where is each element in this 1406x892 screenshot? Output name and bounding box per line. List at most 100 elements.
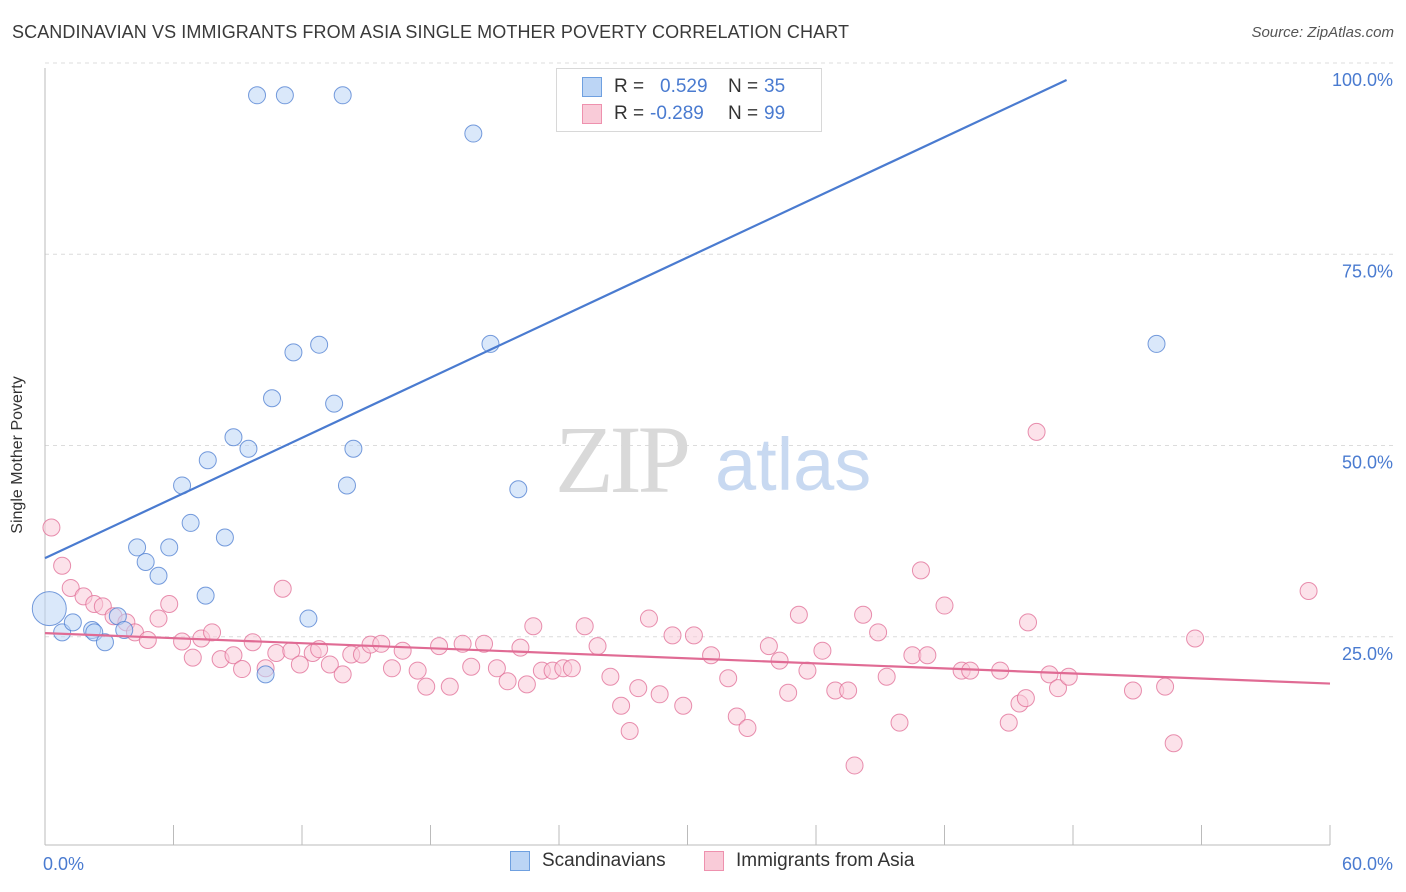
immigrant-point	[233, 660, 252, 679]
immigrant-point	[854, 605, 873, 624]
immigrant-point	[588, 637, 607, 656]
legend-r-label: R =	[614, 76, 645, 97]
scandinavian-point	[198, 451, 217, 470]
immigrant-point	[372, 634, 391, 653]
scandinavian-point	[136, 552, 155, 571]
immigrant-point	[759, 637, 778, 656]
immigrant-point	[1164, 734, 1183, 753]
immigrant-point	[487, 659, 506, 678]
immigrant-point	[639, 609, 658, 628]
scandinavian-point	[215, 528, 234, 547]
scandinavian-point	[337, 476, 356, 495]
legend-n-label: N =	[728, 76, 759, 97]
immigrant-point	[1299, 582, 1318, 601]
scandinavian-point	[63, 613, 82, 632]
immigrant-point	[869, 623, 888, 642]
immigrant-point	[290, 655, 309, 674]
immigrant-point	[517, 675, 536, 694]
correlation-legend: R = 0.529 N = 35 R = -0.289 N = 99	[556, 68, 822, 132]
chart-source: Source: ZipAtlas.com	[1251, 24, 1394, 41]
scandinavian-point	[263, 389, 282, 408]
immigrant-point	[1123, 681, 1142, 700]
immigrant-point	[575, 617, 594, 636]
scandinavian-point	[160, 538, 179, 557]
immigrant-point	[267, 643, 286, 662]
scandinavian-point	[1147, 334, 1166, 353]
immigrant-point	[408, 661, 427, 680]
immigrant-point	[890, 713, 909, 732]
legend-r-value: 0.529	[660, 76, 708, 97]
legend-row-scandinavians: R = 0.529 N = 35	[557, 74, 785, 100]
immigrant-point	[789, 605, 808, 624]
immigrant-point	[524, 617, 543, 636]
x-tick-labels: 0.0% 60.0%	[43, 854, 1393, 874]
immigrant-point	[273, 579, 292, 598]
legend-item-scandinavians: Scandinavians	[510, 850, 666, 872]
immigrant-point	[203, 623, 222, 642]
scandinavian-point	[115, 621, 134, 640]
y-tick-labels: 25.0% 50.0% 75.0% 100.0%	[1332, 70, 1393, 664]
immigrant-point	[149, 609, 168, 628]
immigrant-point	[663, 626, 682, 645]
legend-n-value: 99	[764, 103, 786, 124]
axes	[44, 68, 1331, 846]
x-tick-label-max: 60.0%	[1342, 854, 1393, 874]
immigrant-point	[430, 637, 449, 656]
watermark-zip: ZIP	[555, 406, 688, 513]
immigrant-point	[511, 638, 530, 657]
immigrant-point	[173, 632, 192, 651]
immigrant-point	[911, 561, 930, 580]
immigrant-point	[918, 646, 937, 665]
immigrant-point	[382, 659, 401, 678]
trend-line-scandinavians	[44, 79, 1068, 560]
immigrant-point	[903, 646, 922, 665]
immigrant-point	[1027, 422, 1046, 441]
watermark: ZIP atlas	[555, 406, 871, 513]
immigrant-point	[498, 672, 517, 691]
immigrant-point	[1049, 679, 1068, 698]
immigrant-point	[877, 667, 896, 686]
immigrant-point	[813, 641, 832, 660]
scandinavian-point	[239, 439, 258, 458]
immigrant-point	[183, 648, 202, 667]
immigrant-point	[738, 718, 757, 737]
scandinavian-point	[224, 428, 243, 447]
legend-n-label: N =	[728, 103, 759, 124]
immigrant-point	[417, 677, 436, 696]
legend-r-value: -0.289	[650, 103, 704, 124]
immigrant-point	[650, 685, 669, 704]
scandinavian-point	[333, 86, 352, 105]
x-tick-label-min: 0.0%	[43, 854, 84, 874]
immigrant-point	[629, 679, 648, 698]
scandinavian-point	[128, 538, 147, 557]
immigrant-point	[1186, 629, 1205, 648]
y-tick-label: 100.0%	[1332, 70, 1393, 90]
y-tick-label: 75.0%	[1342, 261, 1393, 281]
immigrant-point	[440, 677, 459, 696]
series-legend: Scandinavians Immigrants from Asia	[0, 850, 1406, 878]
immigrant-point	[845, 756, 864, 775]
y-tick-label: 50.0%	[1342, 453, 1393, 473]
legend-swatch-pink	[582, 104, 602, 124]
immigrant-point	[320, 655, 339, 674]
immigrant-point	[224, 646, 243, 665]
immigrant-point	[53, 556, 72, 575]
immigrant-point	[684, 626, 703, 645]
immigrant-point	[798, 661, 817, 680]
immigrant-point	[475, 634, 494, 653]
immigrant-point	[333, 665, 352, 684]
legend-label-scandinavians: Scandinavians	[542, 850, 666, 871]
immigrant-point	[620, 722, 639, 741]
legend-n-value: 35	[764, 76, 786, 97]
immigrant-point	[1040, 665, 1059, 684]
series-scandinavians	[31, 86, 1166, 684]
scandinavian-point	[196, 586, 215, 605]
chart-title: SCANDINAVIAN VS IMMIGRANTS FROM ASIA SIN…	[12, 22, 850, 42]
scandinavian-point	[149, 566, 168, 585]
scandinavian-point	[256, 665, 275, 684]
immigrant-point	[462, 657, 481, 676]
immigrant-point	[935, 596, 954, 615]
scandinavian-point	[284, 343, 303, 362]
immigrant-point	[779, 683, 798, 702]
